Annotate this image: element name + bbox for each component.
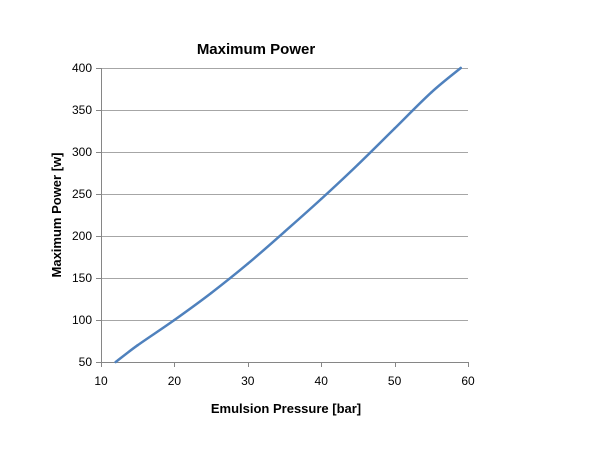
y-tick-label: 300: [72, 145, 92, 159]
x-tick-labels: 10 20 30 40 50 60: [94, 374, 475, 388]
data-point: [173, 318, 176, 322]
x-tick-label: 10: [94, 374, 108, 388]
y-tick-label: 150: [72, 271, 92, 285]
data-point: [114, 360, 117, 364]
y-tick-label: 50: [79, 355, 93, 369]
grid-lines: [101, 68, 468, 321]
x-tick-label: 40: [315, 374, 329, 388]
x-axis-title: Emulsion Pressure [bar]: [211, 401, 361, 416]
y-tick-label: 400: [72, 61, 92, 75]
data-point: [459, 66, 462, 70]
plot-area: [101, 68, 468, 362]
x-tick-label: 60: [461, 374, 475, 388]
data-point: [136, 344, 139, 347]
series-group: [114, 66, 462, 364]
data-point: [356, 163, 360, 166]
data-point: [393, 127, 396, 130]
axes: [96, 68, 469, 367]
chart-title: Maximum Power: [197, 41, 316, 58]
x-tick-label: 20: [168, 374, 182, 388]
y-tick-label: 100: [72, 313, 92, 327]
y-tick-label: 350: [72, 103, 92, 117]
data-point: [430, 91, 433, 94]
x-tick-label: 30: [241, 374, 255, 388]
y-tick-label: 200: [72, 229, 92, 243]
data-point: [209, 291, 213, 295]
y-tick-label: 250: [72, 187, 92, 201]
data-point: [320, 197, 323, 201]
data-point: [246, 262, 249, 265]
y-axis-title: Maximum Power [w]: [49, 153, 64, 278]
x-tick-label: 50: [388, 374, 402, 388]
data-point: [283, 230, 286, 233]
y-tick-labels: 50 100 150 200 250 300 350 400: [72, 61, 92, 369]
